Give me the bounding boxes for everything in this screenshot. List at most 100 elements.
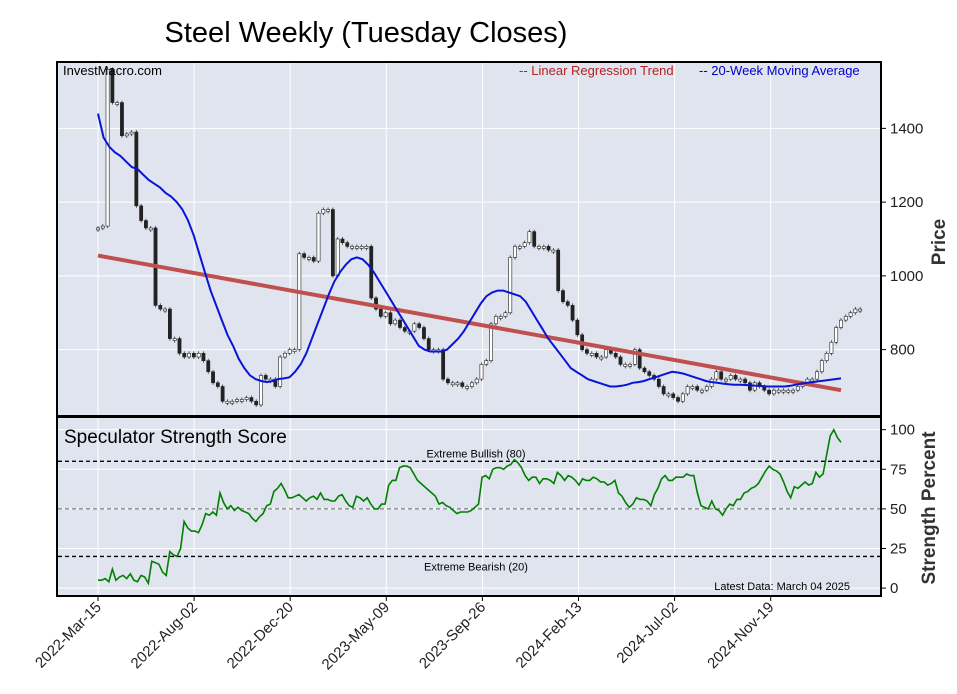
strength-grid [58, 418, 880, 595]
candle-body [489, 323, 493, 361]
price-y-tick-label: 1400 [890, 120, 923, 137]
x-tick-label: 2022-Dec-20 [224, 599, 297, 672]
candle-body [786, 389, 791, 393]
strength-y-ticks: 0 25 50 75 100 [881, 422, 915, 597]
candle-body [853, 308, 858, 314]
candle-body [283, 353, 287, 358]
candle-body [191, 353, 196, 358]
candle-body [848, 312, 853, 317]
candle-body [450, 382, 455, 386]
candle-body [177, 338, 182, 354]
candle-body [493, 316, 498, 325]
candle-body [196, 353, 201, 358]
candle-body [829, 341, 834, 354]
candle-body [546, 246, 551, 251]
candle-body [748, 382, 752, 391]
candle-body [843, 316, 848, 321]
x-tick-label: 2024-Nov-19 [704, 599, 777, 672]
candle-body [503, 312, 508, 317]
candle-body [225, 400, 230, 404]
candle-body [743, 378, 748, 384]
candle-body [206, 360, 211, 373]
candle-body [201, 353, 206, 361]
candle-body [307, 257, 311, 260]
candle-body [613, 353, 618, 358]
candle-body [129, 131, 134, 135]
price-y-tick-label: 1000 [890, 268, 923, 285]
candle-body [148, 227, 153, 231]
candle-body [230, 400, 235, 404]
strength-y-tick-label: 50 [890, 501, 907, 518]
strength-y-tick-label: 100 [890, 422, 915, 439]
moving-average-line [97, 113, 842, 388]
x-tick-label: 2022-Aug-02 [128, 599, 201, 672]
candle-body [215, 382, 220, 387]
candle-body [791, 389, 795, 393]
candle-body [575, 319, 580, 336]
candle-body [642, 367, 647, 373]
candle-body [235, 399, 239, 402]
x-tick-label: 2023-May-09 [319, 599, 394, 674]
candle-body [695, 386, 700, 391]
x-axis-ticks: 2022-Mar-15 2022-Aug-02 2022-Dec-20 2023-Ma… [32, 596, 778, 674]
chart-title: Steel Weekly (Tuesday Closes) [165, 17, 568, 49]
candle-body [618, 356, 623, 365]
candle-body [172, 338, 177, 341]
candle-body [168, 308, 172, 339]
candle-body [292, 349, 297, 352]
candle-body [556, 249, 561, 291]
strength-reference-lines: Extreme Bullish (80) Extreme Bearish (20) [58, 448, 880, 573]
candle-body [124, 133, 129, 137]
candle-body [724, 378, 728, 382]
candle-body [211, 371, 215, 384]
candle-body [139, 205, 144, 221]
candle-body [676, 397, 680, 402]
candle-body [100, 225, 105, 229]
strength-y-tick-label: 75 [890, 461, 907, 478]
candle-body [513, 246, 517, 258]
candle-body [426, 338, 431, 350]
candle-body [561, 290, 565, 302]
price-grid [58, 63, 880, 415]
candle-body [508, 257, 513, 314]
candle-body [287, 349, 292, 354]
candle-body [465, 386, 470, 389]
candle-body [187, 353, 191, 358]
candle-body [522, 242, 527, 247]
candle-body [345, 242, 350, 247]
candle-body [728, 375, 733, 380]
candle-body [767, 389, 771, 395]
candle-body [158, 305, 163, 310]
candle-body [594, 353, 599, 358]
candle-body [359, 246, 364, 249]
x-tick-label: 2024-Jul-02 [613, 599, 681, 667]
candle-body [690, 386, 695, 389]
price-panel [56, 61, 882, 417]
candle-body [781, 389, 786, 393]
candle-body [249, 397, 254, 402]
candle-body [469, 382, 474, 387]
reference-line-label: Extreme Bullish (80) [426, 448, 525, 460]
candle-body [446, 378, 450, 384]
candle-body [254, 400, 259, 406]
candle-body [700, 389, 704, 393]
legend-trend: -- Linear Regression Trend [519, 63, 674, 78]
price-y-ticks: 800 1000 1200 1400 [881, 120, 923, 359]
candle-body [623, 364, 628, 367]
candle-body [656, 378, 661, 387]
candle-body [537, 246, 541, 249]
candle-body [388, 312, 393, 325]
candle-body [110, 69, 115, 103]
candle-body [335, 238, 340, 277]
candle-body [671, 393, 676, 398]
candle-body [484, 360, 489, 365]
candle-body [412, 323, 417, 332]
candle-body [599, 356, 604, 360]
candle-body [350, 246, 354, 249]
candle-body [704, 386, 709, 391]
candle-body [532, 231, 537, 247]
candle-body [115, 102, 120, 105]
candle-body [311, 257, 316, 262]
candle-body [819, 360, 824, 373]
